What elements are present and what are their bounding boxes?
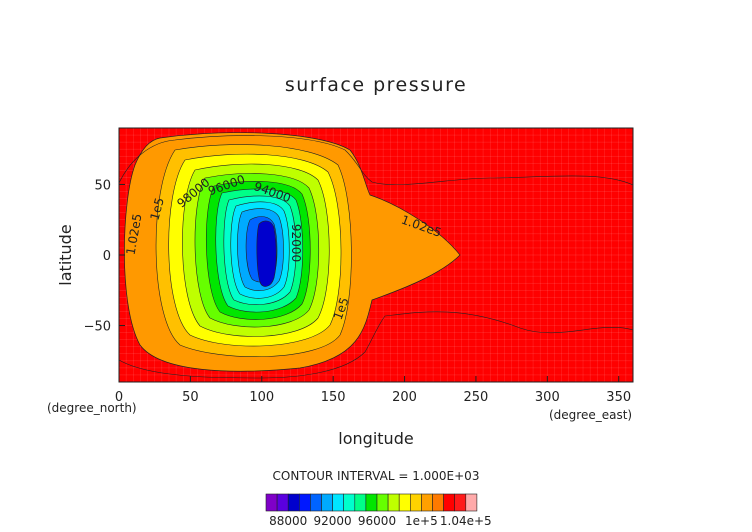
x-tick-label: 300 xyxy=(535,390,560,405)
colorbar-swatch xyxy=(409,493,422,512)
x-axis-label: longitude xyxy=(338,429,413,448)
colorbar-swatch xyxy=(421,493,433,512)
colorbar-swatch xyxy=(321,493,333,512)
x-unit-label: (degree_east) xyxy=(549,408,632,422)
colorbar-swatch xyxy=(443,493,456,512)
colorbar: 88000 92000 96000 1e+5 1.04e+5 xyxy=(265,493,492,528)
colorbar-swatch xyxy=(365,493,378,512)
x-tick-label: 0 xyxy=(115,390,123,405)
colorbar-tick-label: 88000 xyxy=(269,514,307,528)
contour-band-90000 xyxy=(256,220,277,287)
y-unit-label: (degree_north) xyxy=(47,401,137,415)
colorbar-swatch xyxy=(398,493,411,512)
contour-label-1e5-west: 1e5 xyxy=(147,196,166,222)
colorbar-swatch xyxy=(387,493,400,512)
colorbar-swatch xyxy=(376,493,389,512)
colorbar-swatch xyxy=(276,493,289,512)
plot-area xyxy=(119,128,633,382)
x-tick-label: 200 xyxy=(392,390,417,405)
colorbar-swatch xyxy=(454,493,467,512)
contour-label-92000: 92000 xyxy=(289,224,303,262)
colorbar-tick-label: 96000 xyxy=(358,514,396,528)
colorbar-swatch xyxy=(354,493,367,512)
contour-line-south xyxy=(119,311,633,379)
y-axis-label: latitude xyxy=(56,224,75,285)
colorbar-swatch xyxy=(432,493,444,512)
colorbar-swatch xyxy=(287,493,300,512)
contour-line-north xyxy=(119,135,633,186)
colorbar-swatch xyxy=(310,493,322,512)
x-tick-label: 150 xyxy=(321,390,346,405)
y-tick-label: 0 xyxy=(103,249,111,264)
chart-title: surface pressure xyxy=(285,74,467,96)
x-tick-label: 50 xyxy=(182,390,199,405)
colorbar-swatch xyxy=(265,493,278,512)
y-axis: 50 0 −50 xyxy=(84,178,125,335)
x-tick-label: 350 xyxy=(606,390,631,405)
colorbar-tick-label: 1.04e+5 xyxy=(440,514,492,528)
colorbar-swatch xyxy=(298,493,311,512)
y-tick-label: −50 xyxy=(84,320,111,335)
colorbar-swatch xyxy=(465,493,478,512)
y-tick-label: 50 xyxy=(94,178,111,193)
colorbar-swatch xyxy=(343,493,356,512)
colorbar-tick-label: 1e+5 xyxy=(405,514,438,528)
x-tick-label: 250 xyxy=(464,390,489,405)
contour-interval-text: CONTOUR INTERVAL = 1.000E+03 xyxy=(273,469,480,483)
colorbar-swatch xyxy=(332,493,345,512)
x-axis: 0 50 100 150 200 250 300 350 xyxy=(115,376,631,405)
colorbar-tick-label: 92000 xyxy=(314,514,352,528)
x-tick-label: 100 xyxy=(249,390,274,405)
